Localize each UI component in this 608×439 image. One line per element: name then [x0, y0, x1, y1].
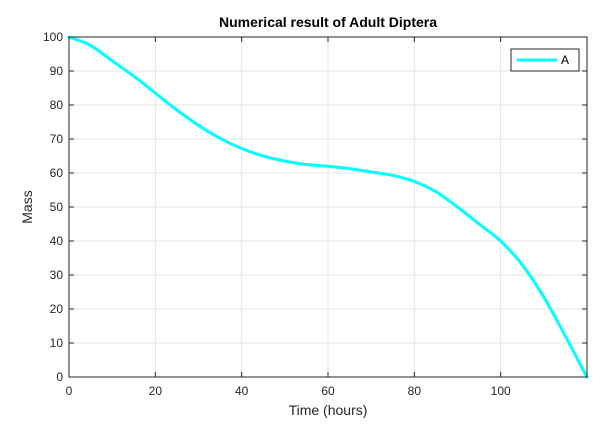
y-tick-label: 100 — [43, 30, 63, 44]
y-tick-label: 40 — [50, 234, 64, 248]
ticks: 0 20 40 60 80 100 0 10 20 30 40 50 60 70 80 90 100 — [43, 30, 587, 398]
x-tick-label: 40 — [235, 384, 249, 398]
series-group — [67, 35, 589, 379]
legend: A — [510, 48, 580, 72]
y-tick-label: 0 — [56, 370, 63, 384]
chart-title: Numerical result of Adult Diptera — [219, 14, 437, 30]
x-tick-label: 80 — [408, 384, 422, 398]
x-tick-label: 20 — [149, 384, 163, 398]
grid — [69, 37, 587, 377]
y-tick-label: 80 — [50, 98, 64, 112]
y-tick-label: 20 — [50, 302, 64, 316]
legend-label: A — [561, 53, 569, 67]
y-tick-label: 50 — [50, 200, 64, 214]
y-tick-label: 90 — [50, 64, 64, 78]
x-axis-label: Time (hours) — [289, 402, 368, 418]
y-tick-label: 10 — [50, 336, 64, 350]
y-tick-label: 30 — [50, 268, 64, 282]
y-axis-label: Mass — [19, 190, 35, 223]
x-tick-label: 100 — [491, 384, 511, 398]
y-tick-label: 70 — [50, 132, 64, 146]
x-tick-label: 60 — [321, 384, 335, 398]
x-tick-label: 0 — [66, 384, 73, 398]
y-tick-label: 60 — [50, 166, 64, 180]
series-line-A — [67, 35, 589, 379]
